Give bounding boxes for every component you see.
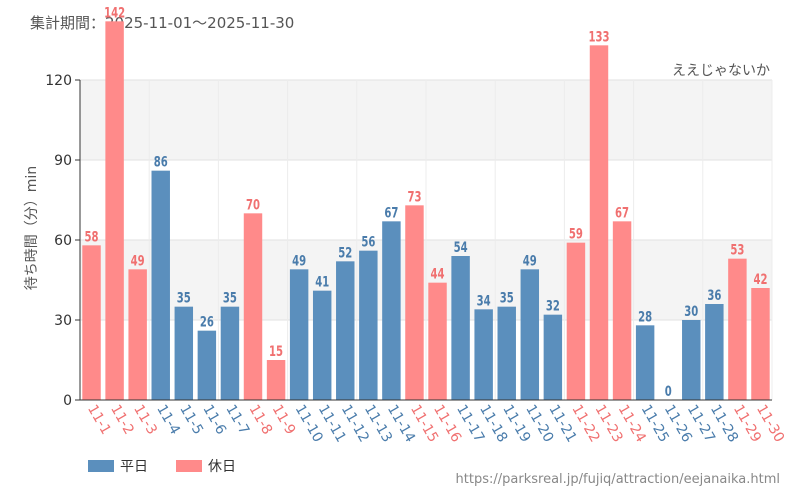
data-label-11-27: 30 xyxy=(684,303,698,320)
bar-11-9 xyxy=(266,360,286,400)
bar-11-28 xyxy=(705,304,724,400)
data-label-11-10: 49 xyxy=(292,252,306,269)
y-axis-label: 待ち時間（分）min xyxy=(24,166,40,290)
data-label-11-25: 28 xyxy=(638,308,652,325)
data-label-11-1: 58 xyxy=(85,228,99,245)
data-label-11-2: 142 xyxy=(104,4,125,21)
data-label-11-22: 59 xyxy=(569,225,583,242)
bar-11-14 xyxy=(382,221,401,400)
chart-title: ええじゃないか xyxy=(672,63,770,79)
bar-11-30 xyxy=(751,288,770,400)
bar-11-29 xyxy=(728,258,747,400)
data-label-11-14: 67 xyxy=(384,204,398,221)
x-tick-label-11-1: 11-1 xyxy=(84,402,114,438)
y-tick-label: 0 xyxy=(63,393,72,409)
legend: 平日 休日 xyxy=(88,456,236,476)
data-label-11-17: 54 xyxy=(454,239,468,256)
legend-swatch-holiday xyxy=(176,460,202,472)
bar-11-20 xyxy=(520,269,540,400)
bar-11-23 xyxy=(589,45,609,400)
data-label-11-3: 49 xyxy=(131,252,145,269)
bar-11-21 xyxy=(543,314,563,400)
bar-11-25 xyxy=(635,325,655,400)
y-tick-label: 120 xyxy=(45,73,72,89)
data-label-11-18: 34 xyxy=(477,292,491,309)
x-tick-label-11-3: 11-3 xyxy=(130,402,160,438)
data-label-11-6: 26 xyxy=(200,313,214,330)
data-label-11-13: 56 xyxy=(361,233,375,250)
y-tick-label: 30 xyxy=(54,313,72,329)
legend-label-holiday: 休日 xyxy=(208,459,236,475)
data-label-11-24: 67 xyxy=(615,204,629,221)
bar-11-27 xyxy=(682,320,701,400)
data-label-11-11: 41 xyxy=(315,273,329,290)
data-label-11-7: 35 xyxy=(223,289,237,306)
legend-swatch-weekday xyxy=(88,460,114,472)
x-tick-label-11-5: 11-5 xyxy=(176,402,206,438)
x-tick-label-11-6: 11-6 xyxy=(199,402,229,438)
data-label-11-21: 32 xyxy=(546,297,560,314)
bar-11-7 xyxy=(220,306,240,400)
x-tick-label-11-8: 11-8 xyxy=(246,402,276,438)
data-label-11-9: 15 xyxy=(269,343,283,360)
data-label-11-8: 70 xyxy=(246,196,260,213)
bar-11-17 xyxy=(451,256,470,400)
bar-11-10 xyxy=(289,269,309,400)
bar-11-24 xyxy=(612,221,632,400)
x-tick-label-11-2: 11-2 xyxy=(107,402,137,438)
bar-11-6 xyxy=(197,330,217,400)
bar-11-18 xyxy=(474,309,493,400)
data-label-11-28: 36 xyxy=(707,287,721,304)
bar-11-15 xyxy=(405,205,424,400)
data-label-11-20: 49 xyxy=(523,252,537,269)
bar-11-11 xyxy=(312,290,332,400)
bar-11-4 xyxy=(151,170,170,400)
bar-11-8 xyxy=(243,213,263,400)
legend-label-weekday: 平日 xyxy=(120,459,148,475)
legend-item-holiday: 休日 xyxy=(176,456,236,476)
data-label-11-15: 73 xyxy=(407,188,421,205)
y-tick-label: 90 xyxy=(54,153,72,169)
source-url[interactable]: https://parksreal.jp/fujiq/attraction/ee… xyxy=(455,472,780,487)
bar-11-22 xyxy=(566,242,586,400)
y-tick-label: 60 xyxy=(54,233,72,249)
bar-11-5 xyxy=(174,306,194,400)
bar-11-13 xyxy=(359,250,378,400)
x-tick-label-11-4: 11-4 xyxy=(153,402,183,438)
data-label-11-19: 35 xyxy=(500,289,514,306)
legend-item-weekday: 平日 xyxy=(88,456,148,476)
data-label-11-30: 42 xyxy=(753,271,767,288)
data-label-11-5: 35 xyxy=(177,289,191,306)
data-label-11-16: 44 xyxy=(431,265,445,282)
data-label-11-4: 86 xyxy=(154,153,168,170)
bar-11-19 xyxy=(497,306,516,400)
x-tick-label-11-7: 11-7 xyxy=(222,402,252,438)
period-label: 集計期間：2025-11-01～2025-11-30 xyxy=(30,14,295,32)
data-label-11-29: 53 xyxy=(730,241,744,258)
data-label-11-23: 133 xyxy=(588,28,609,45)
data-label-11-12: 52 xyxy=(338,244,352,261)
bar-11-3 xyxy=(128,269,147,400)
bar-11-2 xyxy=(105,21,124,400)
bar-11-1 xyxy=(82,245,101,400)
data-label-11-26: 0 xyxy=(665,383,672,400)
bar-11-12 xyxy=(336,261,355,400)
bar-11-16 xyxy=(428,282,447,400)
x-tick-label-11-9: 11-9 xyxy=(269,402,299,438)
